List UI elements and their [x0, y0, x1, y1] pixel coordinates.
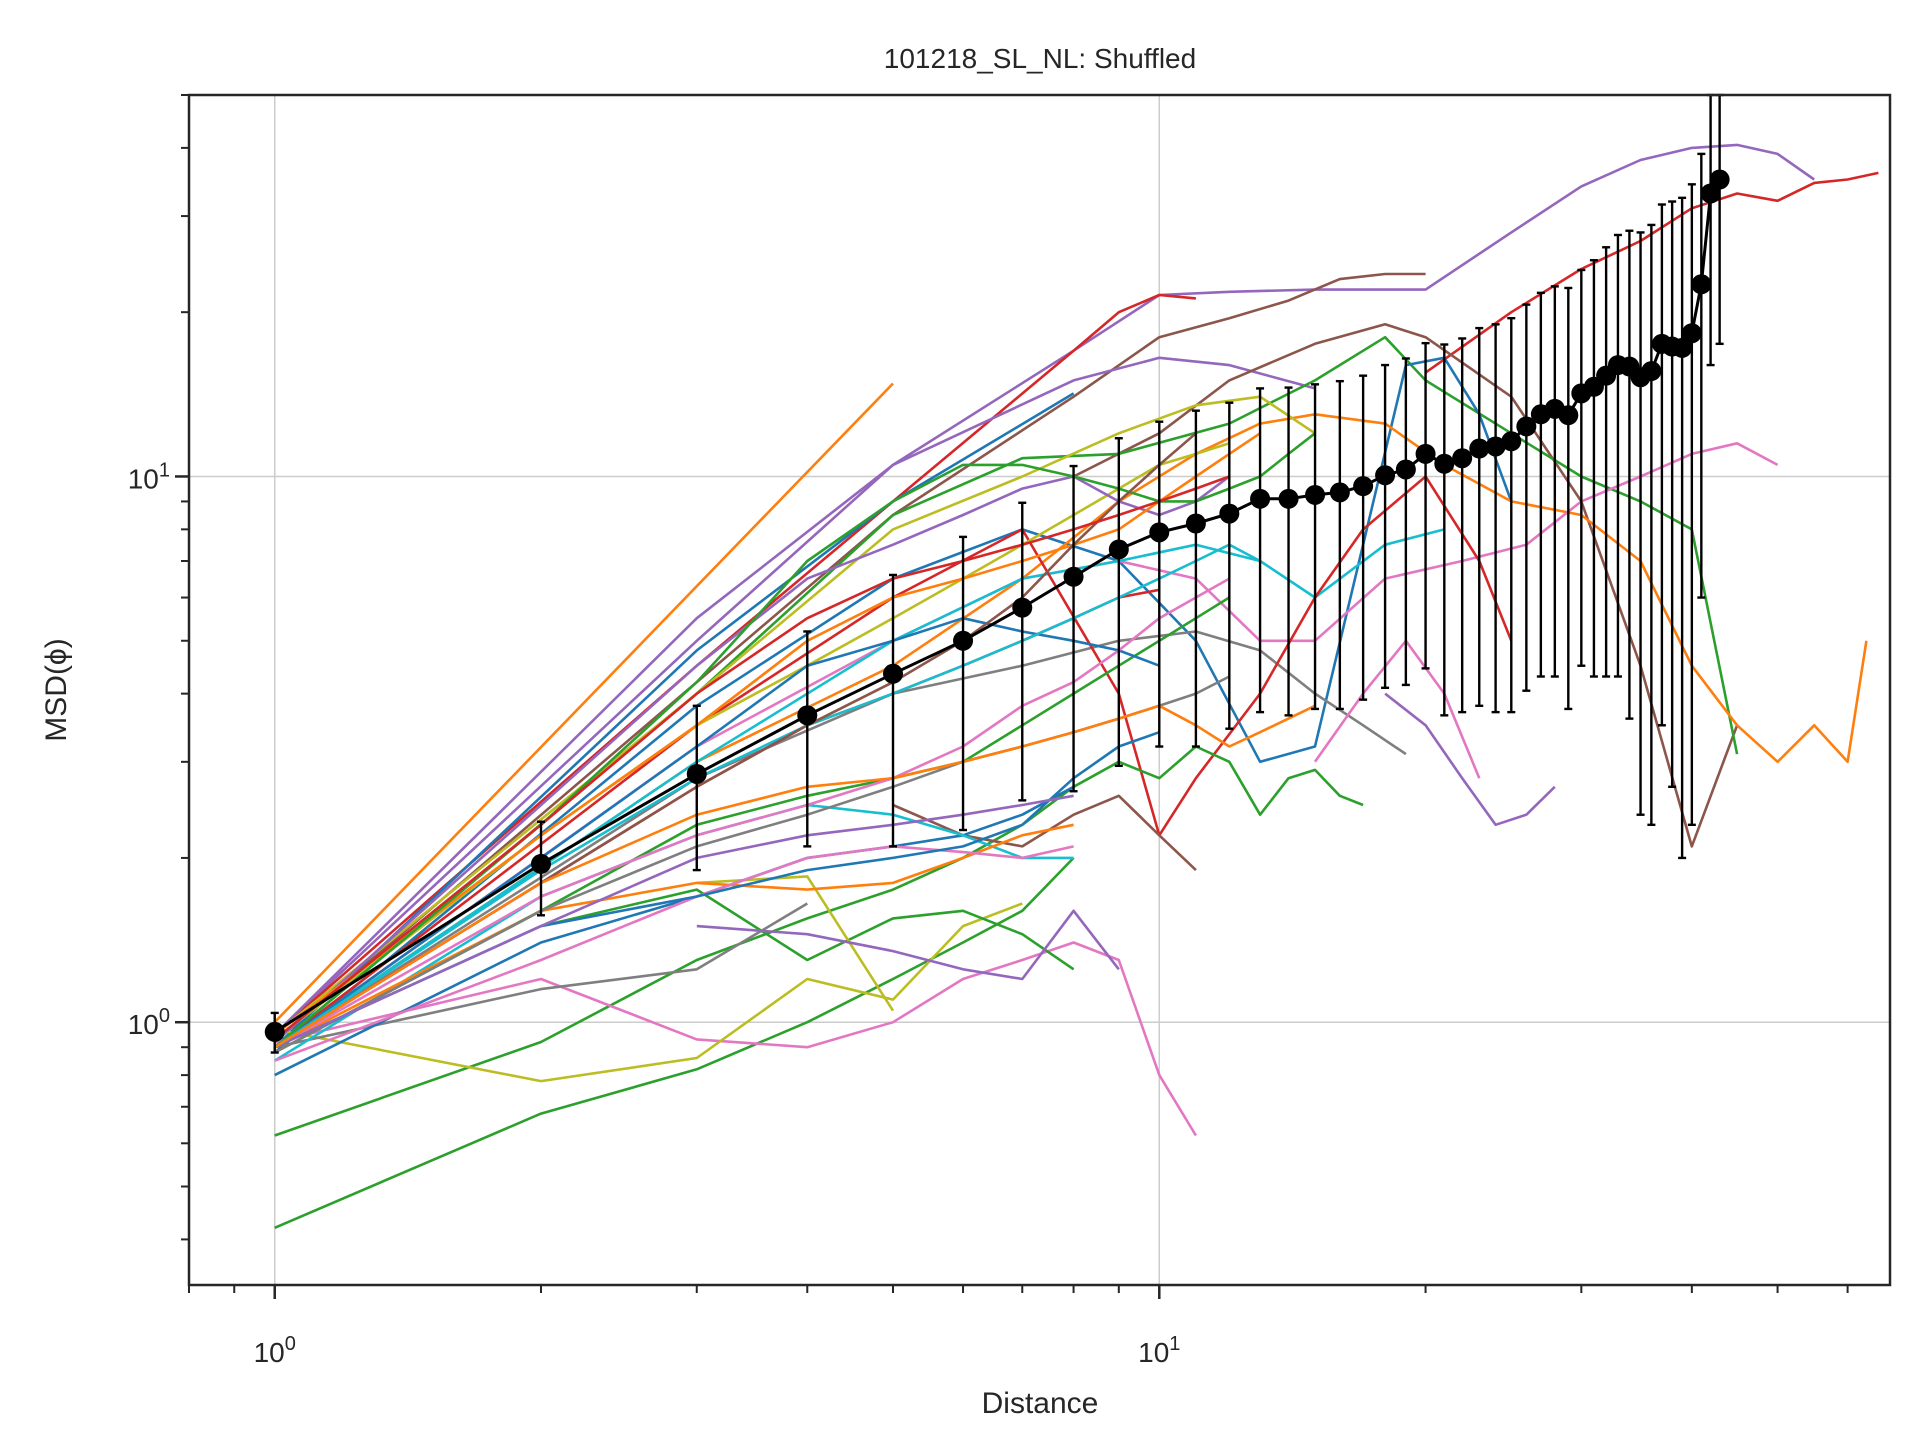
series-line-0 — [273, 382, 894, 1024]
series-line-44 — [274, 794, 1074, 1049]
x-axis-label: Distance — [982, 1387, 1099, 1420]
mean-point-9 — [1149, 522, 1170, 543]
mean-point-14 — [1305, 484, 1326, 505]
x-axis: 100 101 — [188, 1285, 1849, 1368]
series-line-7 — [1073, 322, 1739, 848]
series-line-43 — [274, 730, 1160, 1049]
mean-point-7 — [1063, 566, 1084, 587]
series-line-16 — [1384, 692, 1556, 827]
series-line-30 — [274, 596, 1230, 1054]
series-line-13 — [273, 528, 1445, 1049]
mean-point-42 — [1709, 169, 1730, 190]
mean-point-19 — [1415, 443, 1436, 464]
mean-markers — [264, 169, 1730, 1042]
y-axis-label: MSD(ϕ) — [40, 638, 73, 741]
y-tick-label-0: 100 — [128, 1005, 170, 1040]
plot-frame — [187, 93, 1892, 1287]
mean-point-17 — [1375, 465, 1396, 486]
series-line-1 — [273, 143, 1815, 1036]
series-line-20 — [274, 941, 1198, 1137]
mean-point-20 — [1434, 453, 1455, 474]
series-line-11 — [273, 395, 1316, 1036]
chart-title: 101218_SL_NL: Shuffled — [884, 43, 1196, 74]
mean-point-35 — [1641, 361, 1662, 382]
series-line-21 — [274, 902, 1023, 1083]
mean-point-8 — [1108, 539, 1129, 560]
x-tick-label-1: 101 — [1138, 1333, 1180, 1368]
mean-point-21 — [1452, 448, 1473, 469]
mean-point-22 — [1469, 438, 1490, 459]
x-tick-label-0: 100 — [254, 1333, 296, 1368]
mean-point-10 — [1185, 513, 1206, 534]
mean-point-5 — [953, 630, 974, 651]
mean-point-6 — [1012, 597, 1033, 618]
mean-point-38 — [1672, 337, 1693, 358]
series-line-22 — [274, 902, 808, 1049]
series-line-41 — [273, 475, 1230, 1041]
mean-point-12 — [1250, 488, 1271, 509]
mean-point-1 — [531, 853, 552, 874]
mean-error-bars — [270, 93, 1724, 1054]
mean-point-18 — [1395, 459, 1416, 480]
series-line-29 — [274, 823, 1074, 1049]
y-axis: 100 101 — [128, 94, 189, 1241]
mean-point-28 — [1558, 405, 1579, 426]
mean-point-16 — [1353, 476, 1374, 497]
series-line-42 — [274, 845, 1074, 1062]
mean-point-3 — [797, 705, 818, 726]
series-line-3 — [273, 272, 1426, 1043]
mean-point-23 — [1485, 436, 1506, 457]
mean-point-39 — [1681, 323, 1702, 344]
series-line-5 — [273, 356, 1316, 1036]
mean-point-11 — [1219, 503, 1240, 524]
mean-point-0 — [264, 1021, 285, 1042]
mean-point-4 — [883, 663, 904, 684]
series-line-25 — [696, 909, 1120, 981]
y-tick-label-1: 101 — [128, 459, 170, 494]
mean-point-15 — [1329, 482, 1350, 503]
mean-point-2 — [686, 763, 707, 784]
series-line-34 — [273, 475, 1231, 1043]
mean-point-13 — [1278, 488, 1299, 509]
series-line-24 — [696, 875, 895, 1012]
mean-point-24 — [1501, 431, 1522, 452]
mean-point-40 — [1691, 274, 1712, 295]
series-line-35 — [274, 577, 1230, 1049]
series-line-8 — [273, 335, 1739, 1049]
series-line-19 — [274, 856, 1075, 1229]
mean-point-25 — [1516, 416, 1537, 437]
series-line-33 — [273, 616, 1160, 1049]
series-line-23 — [540, 888, 1075, 971]
